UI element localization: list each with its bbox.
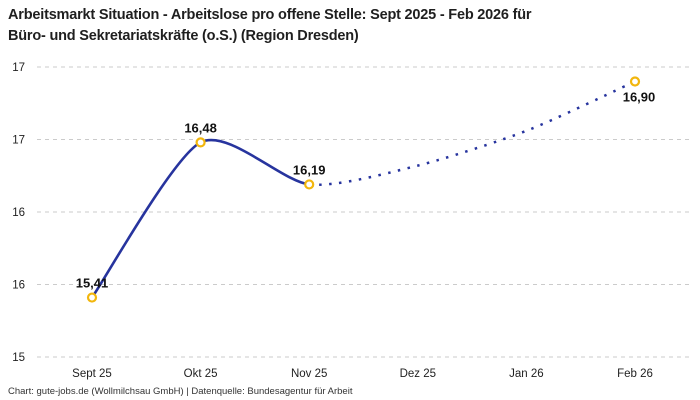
x-tick-label: Nov 25 — [291, 368, 327, 380]
y-tick-label: 16 — [12, 280, 25, 292]
data-point-marker — [304, 179, 315, 190]
data-point-marker — [195, 137, 206, 148]
data-point-marker — [629, 76, 641, 87]
y-tick-label: 17 — [12, 62, 25, 74]
chart-title: Arbeitsmarkt Situation - Arbeitslose pro… — [8, 5, 694, 47]
y-tick-label: 17 — [12, 135, 25, 147]
data-point-label: 16,48 — [184, 120, 217, 135]
chart-title-line-2: Büro- und Sekretariatskräfte (o.S.) (Reg… — [8, 28, 359, 44]
data-point-label: 16,90 — [623, 90, 656, 105]
data-point-marker — [86, 292, 98, 303]
x-tick-label: Okt 25 — [184, 368, 218, 380]
x-tick-label: Sept 25 — [72, 368, 112, 380]
x-tick-label: Jan 26 — [509, 368, 544, 380]
x-tick-label: Feb 26 — [617, 368, 653, 380]
chart-credit: Chart: gute-jobs.de (Wollmilchsau GmbH) … — [8, 386, 353, 397]
data-point-label: 15,41 — [76, 276, 109, 291]
series-line-actual — [90, 138, 311, 299]
data-point-label: 16,19 — [293, 162, 326, 177]
x-tick-label: Dez 25 — [400, 368, 436, 380]
y-tick-label: 15 — [12, 352, 25, 364]
chart-title-line-1: Arbeitsmarkt Situation - Arbeitslose pro… — [8, 7, 532, 23]
y-tick-label: 16 — [12, 207, 25, 219]
series-line-forecast — [309, 80, 636, 187]
